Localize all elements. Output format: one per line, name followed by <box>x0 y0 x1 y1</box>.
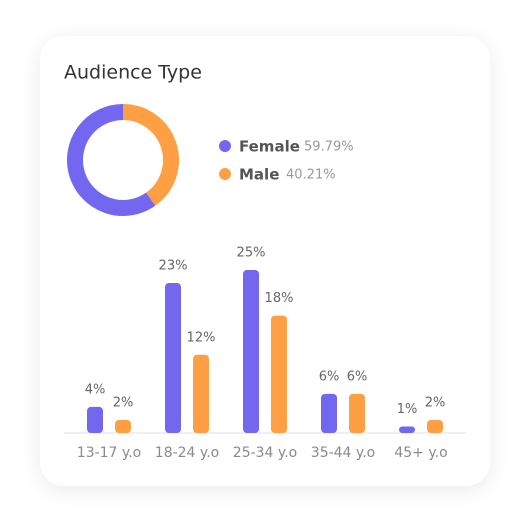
donut-slice <box>67 104 156 216</box>
bar-value-label: 23% <box>159 259 188 274</box>
x-tick-label: 13-17 y.o <box>77 445 141 461</box>
x-tick-label: 35-44 y.o <box>311 445 375 461</box>
bar-value-label: 6% <box>347 369 368 384</box>
bar <box>165 283 181 433</box>
bar <box>427 419 443 433</box>
legend-value: 40.21% <box>286 168 336 183</box>
bar <box>193 354 209 433</box>
bar <box>399 426 415 433</box>
bar <box>87 406 103 433</box>
bar <box>243 270 259 433</box>
bar-value-label: 18% <box>265 291 294 306</box>
bar <box>115 419 131 433</box>
bar-value-label: 1% <box>397 402 418 417</box>
x-tick-label: 18-24 y.o <box>155 445 219 461</box>
bar <box>321 393 337 433</box>
bar <box>349 393 365 433</box>
bar-value-label: 4% <box>85 382 106 397</box>
donut-slice <box>122 104 179 206</box>
legend-label: Male <box>239 166 279 184</box>
bar-value-label: 2% <box>425 395 446 410</box>
bar-value-label: 25% <box>237 246 266 261</box>
bar <box>271 315 287 433</box>
card <box>40 36 490 486</box>
x-tick-label: 45+ y.o <box>394 445 447 461</box>
bar-value-label: 6% <box>319 369 340 384</box>
legend-label: Female <box>239 138 300 156</box>
card-title: Audience Type <box>64 62 202 84</box>
bar-value-label: 2% <box>113 395 134 410</box>
bar-value-label: 12% <box>187 330 216 345</box>
legend-marker <box>219 140 231 152</box>
legend-marker <box>219 168 231 180</box>
x-tick-label: 25-34 y.o <box>233 445 297 461</box>
legend-value: 59.79% <box>304 140 354 155</box>
